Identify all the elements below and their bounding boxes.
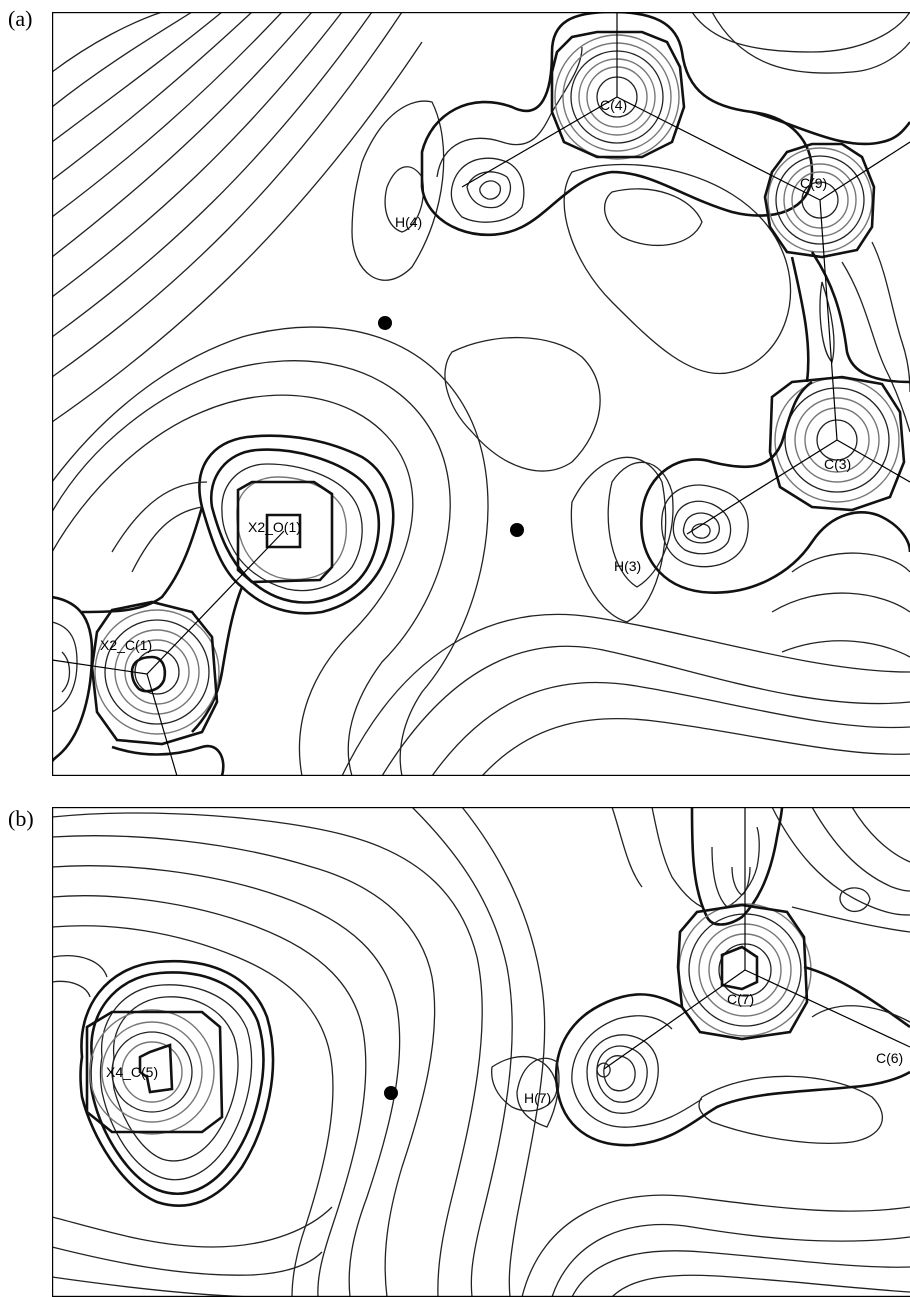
atom-label-c4: C(4) (600, 97, 627, 113)
background-contours-b (52, 807, 910, 1297)
atom-label-h4: H(4) (395, 214, 422, 230)
atom-label-c9: C(9) (800, 175, 827, 191)
background-contours-a (52, 12, 910, 776)
atom-label-c6: C(6) (876, 1050, 903, 1066)
atom-label-o1: X2_O(1) (248, 519, 301, 535)
panel-b-label: (b) (8, 806, 34, 831)
panel-b-frame (52, 807, 910, 1297)
atom-label-h7: H(7) (524, 1090, 551, 1106)
bond-lines-a (52, 12, 910, 776)
atom-basin-c1 (52, 595, 225, 776)
critical-point-marker (510, 523, 524, 537)
atom-basin-c9 (751, 110, 910, 384)
contour-map-panel-a: C(4) C(9) C(3) H(4) H(3) X2_O(1) X2_C(1) (52, 12, 910, 776)
panel-a-label: (a) (8, 6, 33, 31)
atom-basin-c3 (640, 375, 910, 594)
atom-basin-c7 (516, 807, 910, 1147)
atom-basin-c5 (79, 959, 275, 1207)
critical-point-marker (378, 316, 392, 330)
atom-label-c3: C(3) (824, 456, 851, 472)
atom-label-c1: X2_C(1) (100, 637, 152, 653)
panel-a-frame (52, 12, 910, 776)
atom-label-h3: H(3) (614, 558, 641, 574)
bond-lines-b (603, 807, 910, 1070)
atom-label-c5: X4_C(5) (106, 1064, 158, 1080)
contour-map-panel-b: C(7) C(6) H(7) X4_C(5) (52, 807, 910, 1297)
critical-point-marker (384, 1086, 398, 1100)
atom-label-c7: C(7) (727, 991, 754, 1007)
